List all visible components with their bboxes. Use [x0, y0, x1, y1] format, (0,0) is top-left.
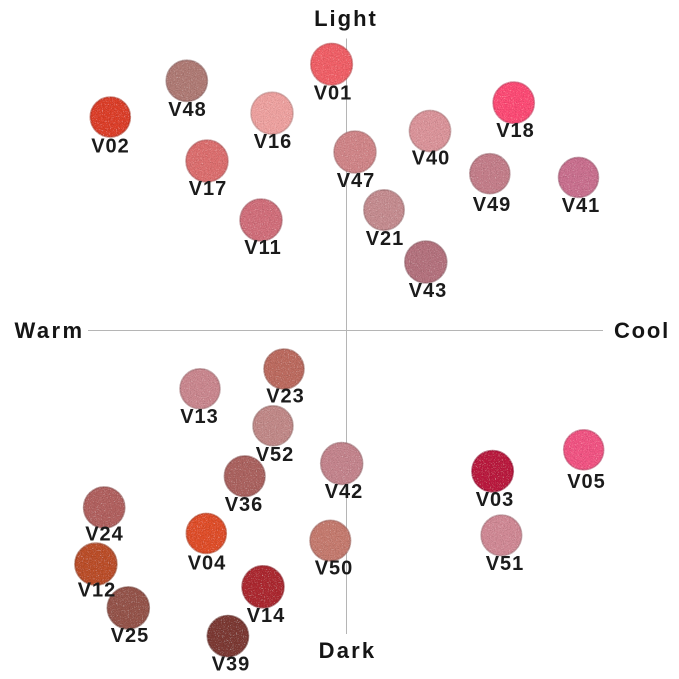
svg-text:V12: V12	[78, 580, 117, 602]
svg-text:V48: V48	[168, 99, 207, 121]
svg-text:V21: V21	[366, 228, 405, 250]
svg-text:V17: V17	[189, 178, 228, 200]
svg-text:V51: V51	[486, 553, 525, 575]
svg-text:V18: V18	[496, 120, 535, 142]
svg-text:V52: V52	[256, 444, 295, 466]
svg-text:Cool: Cool	[614, 318, 670, 343]
svg-text:V42: V42	[325, 481, 364, 503]
svg-text:V16: V16	[254, 131, 293, 153]
svg-text:V11: V11	[244, 237, 281, 259]
svg-text:V05: V05	[567, 471, 606, 493]
svg-text:V04: V04	[188, 553, 227, 575]
svg-text:V43: V43	[409, 280, 448, 302]
svg-text:V02: V02	[91, 136, 130, 158]
svg-text:V47: V47	[337, 170, 376, 192]
svg-text:Warm: Warm	[15, 318, 85, 343]
svg-text:V01: V01	[314, 83, 353, 105]
svg-text:Dark: Dark	[319, 638, 377, 663]
svg-text:Light: Light	[314, 6, 378, 31]
svg-text:V36: V36	[225, 494, 264, 516]
svg-text:V23: V23	[266, 386, 305, 408]
svg-text:V39: V39	[212, 654, 251, 676]
svg-text:V50: V50	[315, 558, 354, 580]
svg-text:V24: V24	[85, 524, 124, 546]
svg-text:V49: V49	[473, 194, 512, 216]
svg-text:V14: V14	[247, 605, 286, 627]
svg-text:V25: V25	[111, 625, 150, 647]
svg-text:V40: V40	[412, 148, 451, 170]
svg-text:V03: V03	[476, 489, 515, 511]
svg-text:V41: V41	[562, 195, 601, 217]
svg-text:V13: V13	[180, 406, 219, 428]
